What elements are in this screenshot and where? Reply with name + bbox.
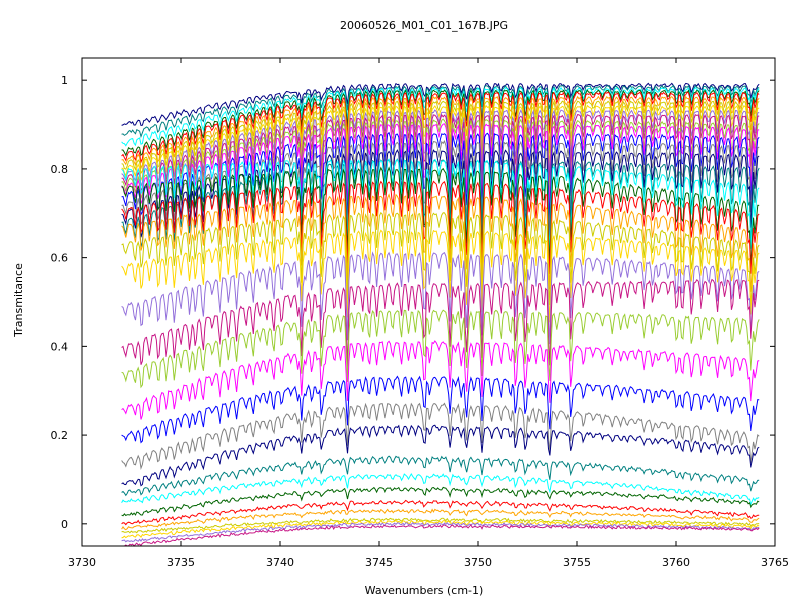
series-line-25 — [121, 309, 760, 389]
y-tick-label: 1 — [61, 74, 68, 87]
series-line-3 — [121, 86, 760, 147]
series-line-23 — [121, 251, 760, 345]
y-tick-label: 0.6 — [51, 252, 69, 265]
series-line-5 — [121, 91, 760, 164]
series-line-12 — [121, 123, 760, 206]
y-tick-label: 0 — [61, 518, 68, 531]
y-axis-label: Transmitance — [12, 263, 25, 338]
series-line-35 — [121, 517, 760, 534]
series-line-22 — [121, 229, 760, 323]
x-tick-label: 3755 — [563, 556, 591, 569]
y-axis: 0 0.2 0.4 0.6 0.8 1 — [51, 74, 775, 531]
series-line-19 — [121, 180, 760, 275]
series-line-36 — [121, 519, 760, 539]
series-line-7 — [121, 99, 760, 175]
series-line-4 — [121, 89, 760, 157]
series-line-28 — [121, 402, 760, 471]
series-line-18 — [121, 166, 760, 266]
x-axis-label: Wavenumbers (cm-1) — [365, 584, 484, 597]
x-tick-label: 3765 — [761, 556, 789, 569]
series-group — [121, 82, 760, 547]
series-line-37 — [121, 522, 760, 543]
series-line-20 — [121, 193, 760, 292]
chart-title: 20060526_M01_C01_167B.JPG — [340, 19, 508, 32]
series-line-10 — [121, 113, 760, 193]
series-line-2 — [121, 84, 760, 139]
series-line-17 — [121, 158, 760, 252]
series-line-9 — [121, 109, 760, 187]
x-tick-label: 3760 — [662, 556, 690, 569]
x-tick-label: 3750 — [464, 556, 492, 569]
series-line-38 — [121, 524, 760, 547]
series-line-31 — [121, 473, 760, 507]
series-line-8 — [121, 104, 760, 182]
series-line-26 — [121, 340, 760, 420]
x-tick-label: 3730 — [68, 556, 96, 569]
series-line-6 — [121, 95, 760, 171]
y-tick-label: 0.8 — [51, 163, 69, 176]
series-line-34 — [121, 508, 760, 531]
series-line-33 — [121, 499, 760, 526]
y-tick-label: 0.2 — [51, 429, 69, 442]
y-tick-label: 0.4 — [51, 340, 69, 353]
series-line-24 — [121, 278, 760, 367]
x-tick-label: 3745 — [365, 556, 393, 569]
series-line-1 — [121, 82, 760, 126]
series-line-29 — [121, 424, 760, 487]
x-tick-label: 3740 — [266, 556, 294, 569]
series-line-11 — [121, 118, 760, 199]
x-axis: 3730 3735 3740 3745 3750 3755 3760 3765 — [68, 58, 789, 569]
series-line-27 — [121, 375, 760, 444]
series-line-14 — [121, 140, 760, 236]
x-tick-label: 3735 — [167, 556, 195, 569]
plot-frame — [81, 57, 776, 547]
series-line-21 — [121, 211, 760, 307]
series-line-32 — [121, 486, 760, 517]
series-line-30 — [121, 455, 760, 497]
